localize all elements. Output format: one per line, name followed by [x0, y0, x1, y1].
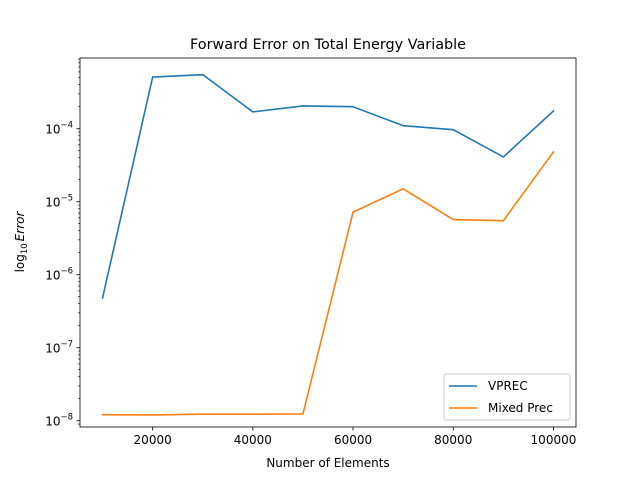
x-axis-title: Number of Elements [266, 456, 389, 470]
y-axis-title-subscript: 10 [20, 243, 30, 254]
y-axis-title-variable: Error [13, 211, 27, 242]
chart-title: Forward Error on Total Energy Variable [190, 37, 466, 53]
legend-label-mixed-prec: Mixed Prec [488, 401, 553, 415]
x-tick-label: 20000 [134, 433, 172, 447]
y-tick-label: 10−6 [45, 267, 73, 283]
y-tick-label: 10−5 [45, 194, 73, 210]
y-axis-title: log10Error [13, 211, 30, 273]
x-tick-label: 40000 [234, 433, 272, 447]
x-tick-label: 80000 [434, 433, 472, 447]
y-tick-label: 10−8 [45, 413, 73, 429]
x-tick-label: 60000 [334, 433, 372, 447]
series-layer [101, 73, 555, 416]
x-tick-label: 100000 [531, 433, 577, 447]
y-axis-ticks: 10−8 10−7 10−6 10−5 10−4 [45, 121, 80, 429]
plot-area [80, 58, 576, 427]
series-line-mixed-prec [101, 150, 555, 416]
y-axis-title-prefix: log [13, 254, 27, 272]
plot-frame [79, 57, 577, 428]
series-line-vprec [101, 73, 555, 299]
x-axis-ticks: 20000 40000 60000 80000 100000 [134, 427, 577, 447]
y-tick-label: 10−4 [45, 121, 73, 137]
legend: VPREC Mixed Prec [443, 373, 571, 421]
y-tick-label: 10−7 [45, 340, 73, 356]
legend-label-vprec: VPREC [488, 379, 528, 393]
